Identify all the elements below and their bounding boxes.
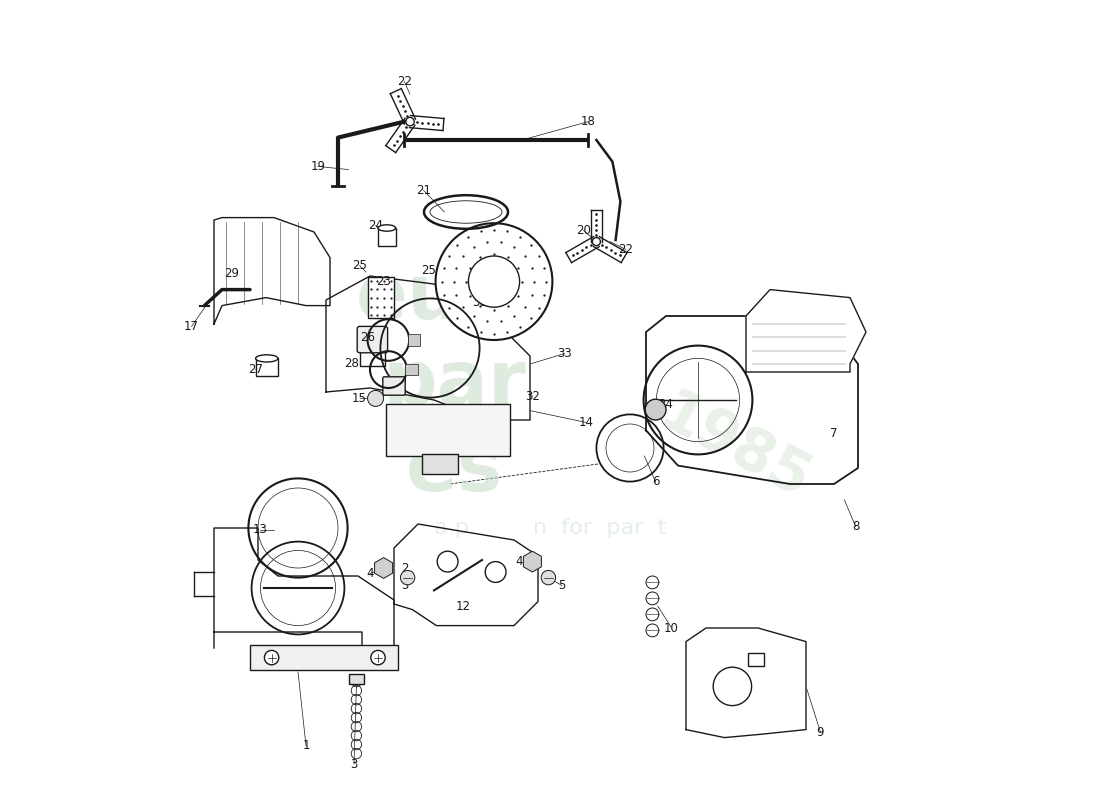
Text: 22: 22	[618, 243, 634, 256]
Text: a p         n  for  par  t: a p n for par t	[433, 518, 667, 538]
Text: euro
par
es: euro par es	[355, 262, 552, 506]
Circle shape	[400, 570, 415, 585]
Text: 9: 9	[816, 726, 824, 738]
Text: 14: 14	[579, 416, 594, 429]
Text: 25: 25	[421, 264, 436, 277]
Text: 32: 32	[525, 390, 540, 402]
Circle shape	[541, 570, 556, 585]
Text: 5: 5	[400, 579, 408, 592]
Circle shape	[469, 256, 519, 307]
Text: 1985: 1985	[649, 385, 820, 511]
Bar	[748, 653, 764, 666]
Text: 24: 24	[368, 219, 383, 232]
Text: 26: 26	[360, 331, 375, 344]
Text: 4: 4	[516, 555, 524, 568]
Text: 5: 5	[559, 579, 565, 592]
Text: 6: 6	[652, 475, 659, 488]
Circle shape	[264, 650, 278, 665]
Text: 13: 13	[253, 523, 267, 536]
FancyBboxPatch shape	[383, 377, 405, 395]
Polygon shape	[394, 524, 538, 626]
Bar	[250, 645, 398, 670]
Polygon shape	[326, 276, 530, 420]
Text: 10: 10	[664, 622, 679, 634]
Ellipse shape	[378, 225, 396, 231]
Polygon shape	[746, 290, 866, 372]
Bar	[378, 228, 396, 246]
Bar	[386, 404, 510, 456]
Circle shape	[371, 650, 385, 665]
Polygon shape	[686, 628, 806, 738]
Text: 25: 25	[352, 259, 367, 272]
Circle shape	[436, 223, 552, 340]
Bar	[422, 454, 458, 474]
Text: 28: 28	[344, 358, 359, 370]
Ellipse shape	[255, 354, 278, 362]
Polygon shape	[646, 316, 858, 484]
Text: 21: 21	[416, 184, 431, 197]
Text: 7: 7	[830, 427, 838, 440]
Circle shape	[593, 238, 601, 246]
Text: 17: 17	[184, 320, 199, 333]
Text: 33: 33	[557, 347, 572, 360]
Text: 22: 22	[397, 75, 411, 88]
Circle shape	[646, 399, 666, 420]
Bar	[255, 358, 278, 376]
Bar	[405, 364, 418, 375]
Text: 19: 19	[310, 160, 326, 173]
Text: 20: 20	[576, 224, 591, 237]
Text: 23: 23	[376, 275, 390, 288]
Circle shape	[406, 118, 415, 126]
Text: 4: 4	[366, 567, 374, 580]
Text: 12: 12	[456, 600, 471, 613]
Text: 29: 29	[224, 267, 239, 280]
Text: 3: 3	[350, 758, 358, 770]
Polygon shape	[214, 528, 394, 648]
Text: 27: 27	[249, 363, 263, 376]
Text: 15: 15	[352, 392, 367, 405]
Polygon shape	[214, 218, 330, 324]
Circle shape	[367, 390, 384, 406]
Text: 1: 1	[302, 739, 310, 752]
Text: 8: 8	[851, 520, 859, 533]
FancyBboxPatch shape	[358, 326, 387, 353]
Bar	[349, 674, 364, 684]
Text: 34: 34	[659, 398, 673, 410]
Bar	[360, 330, 385, 366]
Text: 2: 2	[400, 562, 408, 574]
Bar	[408, 334, 420, 346]
Text: 30: 30	[472, 296, 487, 309]
Text: 28: 28	[381, 384, 396, 397]
Text: 18: 18	[581, 115, 596, 128]
Bar	[368, 277, 394, 318]
